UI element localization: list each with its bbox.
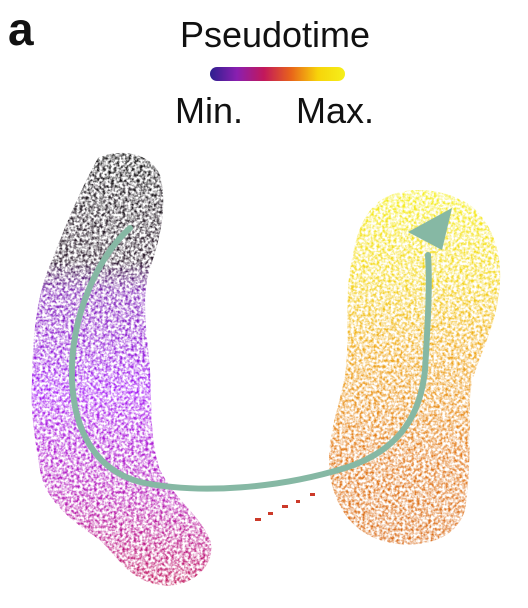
- trajectory-arrow: [68, 208, 452, 492]
- right-cell-cluster: [328, 190, 501, 545]
- curved-arrow-icon: [68, 225, 432, 492]
- left-cell-cluster: [31, 152, 212, 586]
- legend-max-label: Max.: [296, 90, 375, 131]
- panel-label: a: [8, 3, 34, 55]
- connecting-cells: [255, 493, 315, 521]
- legend-min-label: Min.: [175, 90, 244, 131]
- legend-title: Pseudotime: [179, 14, 371, 55]
- colorbar: [210, 67, 345, 81]
